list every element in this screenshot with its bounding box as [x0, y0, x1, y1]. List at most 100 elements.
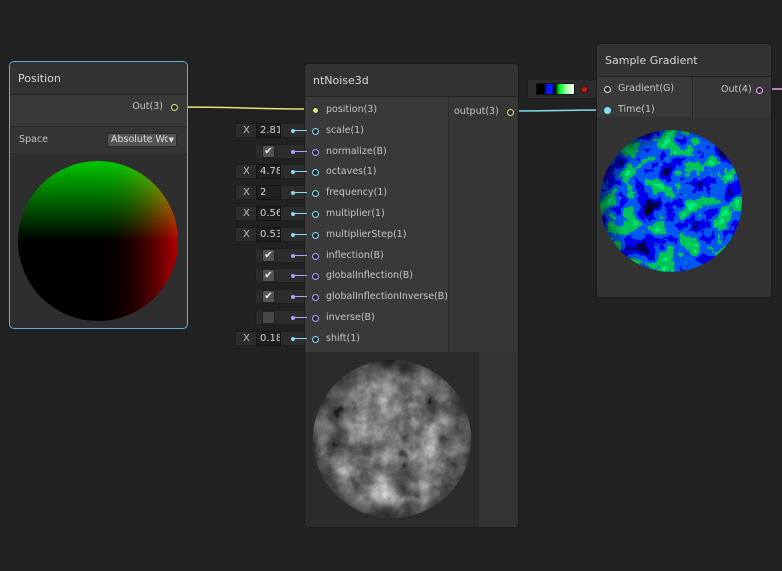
value-scale[interactable]: 2.81	[256, 123, 281, 138]
gradient-field-dot[interactable]	[581, 86, 588, 93]
input-label-multiplier: multiplier(1)	[326, 208, 385, 219]
link-dot	[291, 233, 295, 237]
link-dot	[291, 170, 295, 174]
link-dot	[291, 295, 295, 299]
input-port-position[interactable]	[312, 107, 319, 114]
link-dot	[291, 150, 295, 154]
value-multiplier-step[interactable]: 0.53	[256, 227, 281, 242]
position-preview-sphere	[18, 161, 178, 321]
noise-preview-side	[479, 352, 518, 527]
field-inflection[interactable]: ✔	[255, 248, 307, 263]
x-prefix: X	[243, 229, 250, 240]
input-port-inflection[interactable]	[312, 253, 319, 260]
x-prefix: X	[243, 208, 250, 219]
gradient-field[interactable]	[527, 79, 597, 99]
noise-node[interactable]: ntNoise3d output(3)	[304, 63, 519, 528]
value-octaves[interactable]: 4.78	[256, 164, 281, 179]
input-port-multiplier-step[interactable]	[312, 232, 319, 239]
input-label-multiplier-step: multiplierStep(1)	[326, 229, 407, 240]
link-dot	[291, 191, 295, 195]
space-label: Space	[19, 134, 48, 145]
input-label-position: position(3)	[326, 104, 378, 115]
gradient-node-title[interactable]: Sample Gradient	[597, 44, 771, 77]
position-out-port[interactable]	[171, 104, 178, 111]
link-dot	[291, 212, 295, 216]
noise-node-title[interactable]: ntNoise3d	[305, 64, 518, 97]
input-port-global-inflection[interactable]	[312, 273, 319, 280]
gradient-input-label: Gradient(G)	[618, 83, 675, 94]
noise-inputs-panel	[305, 97, 449, 352]
gradient-preview-sphere	[600, 130, 742, 272]
x-prefix: X	[243, 187, 250, 198]
input-port-frequency[interactable]	[312, 190, 319, 197]
input-label-inverse: inverse(B)	[326, 312, 375, 323]
link-dot	[291, 337, 295, 341]
gradient-node[interactable]: Sample Gradient Gradient(G) Time(1) Out(…	[596, 43, 772, 298]
input-port-global-inflection-inverse[interactable]	[312, 294, 319, 301]
checkbox-global-inflection[interactable]: ✔	[262, 269, 275, 282]
link-dot	[291, 274, 295, 278]
link-line	[295, 151, 307, 152]
input-port-scale[interactable]	[312, 128, 319, 135]
input-label-global-inflection: globalInflection(B)	[326, 270, 413, 281]
link-line	[295, 192, 307, 193]
noise-preview	[305, 352, 479, 527]
gradient-input-port[interactable]	[604, 86, 611, 93]
gradient-inputs-panel: Gradient(G) Time(1)	[597, 77, 693, 117]
input-port-octaves[interactable]	[312, 169, 319, 176]
position-out-label: Out(3)	[132, 101, 163, 112]
field-scale[interactable]: X 2.81	[235, 123, 307, 138]
link-line	[295, 171, 307, 172]
noise-outputs-panel: output(3)	[450, 97, 518, 352]
position-space-row: Space Absolute Wo ▼	[10, 126, 187, 154]
value-shift[interactable]: 0.18	[256, 331, 281, 346]
link-dot	[291, 316, 295, 320]
checkbox-inflection[interactable]: ✔	[262, 249, 275, 262]
position-node[interactable]: Position Out(3) Space Absolute Wo ▼	[9, 61, 188, 329]
noise-output-port[interactable]	[507, 109, 514, 116]
link-line	[295, 317, 307, 318]
field-global-inflection-inverse[interactable]: ✔	[255, 289, 307, 304]
wire-position-to-noise	[175, 106, 317, 110]
wire-noise-to-gradient	[507, 109, 608, 112]
checkbox-normalize[interactable]: ✔	[262, 145, 275, 158]
field-inverse[interactable]	[255, 310, 307, 325]
time-input-label: Time(1)	[618, 104, 655, 115]
field-multiplier-step[interactable]: X 0.53	[235, 227, 307, 242]
gradient-outputs-panel: Out(4)	[694, 77, 771, 117]
field-octaves[interactable]: X 4.78	[235, 164, 307, 179]
field-shift[interactable]: X 0.18	[235, 331, 307, 346]
link-line	[295, 275, 307, 276]
input-label-scale: scale(1)	[326, 125, 364, 136]
input-label-global-inflection-inverse: globalInflectionInverse(B)	[326, 291, 448, 302]
checkbox-global-inflection-inverse[interactable]: ✔	[262, 290, 275, 303]
field-global-inflection[interactable]: ✔	[255, 268, 307, 283]
link-line	[295, 338, 307, 339]
gradient-preview	[597, 117, 771, 297]
position-output-row: Out(3)	[10, 95, 187, 119]
checkbox-inverse[interactable]	[262, 311, 275, 324]
gradient-swatch[interactable]	[536, 83, 575, 95]
input-port-normalize[interactable]	[312, 149, 319, 156]
noise-output-label: output(3)	[454, 106, 499, 117]
input-port-shift[interactable]	[312, 336, 319, 343]
link-line	[295, 213, 307, 214]
value-multiplier[interactable]: 0.56	[256, 206, 281, 221]
value-frequency[interactable]: 2	[256, 185, 281, 200]
field-normalize[interactable]: ✔	[255, 144, 307, 159]
input-port-multiplier[interactable]	[312, 211, 319, 218]
space-dropdown-value: Absolute Wo	[111, 134, 168, 145]
gradient-out-port[interactable]	[756, 87, 763, 94]
field-multiplier[interactable]: X 0.56	[235, 206, 307, 221]
space-dropdown[interactable]: Absolute Wo ▼	[107, 133, 177, 147]
link-line	[295, 296, 307, 297]
input-port-inverse[interactable]	[312, 315, 319, 322]
input-label-normalize: normalize(B)	[326, 146, 387, 157]
gradient-out-label: Out(4)	[721, 84, 752, 95]
input-label-inflection: inflection(B)	[326, 250, 384, 261]
time-input-port[interactable]	[604, 107, 611, 114]
position-node-title[interactable]: Position	[10, 62, 187, 95]
position-preview	[10, 154, 187, 328]
link-dot	[291, 129, 295, 133]
